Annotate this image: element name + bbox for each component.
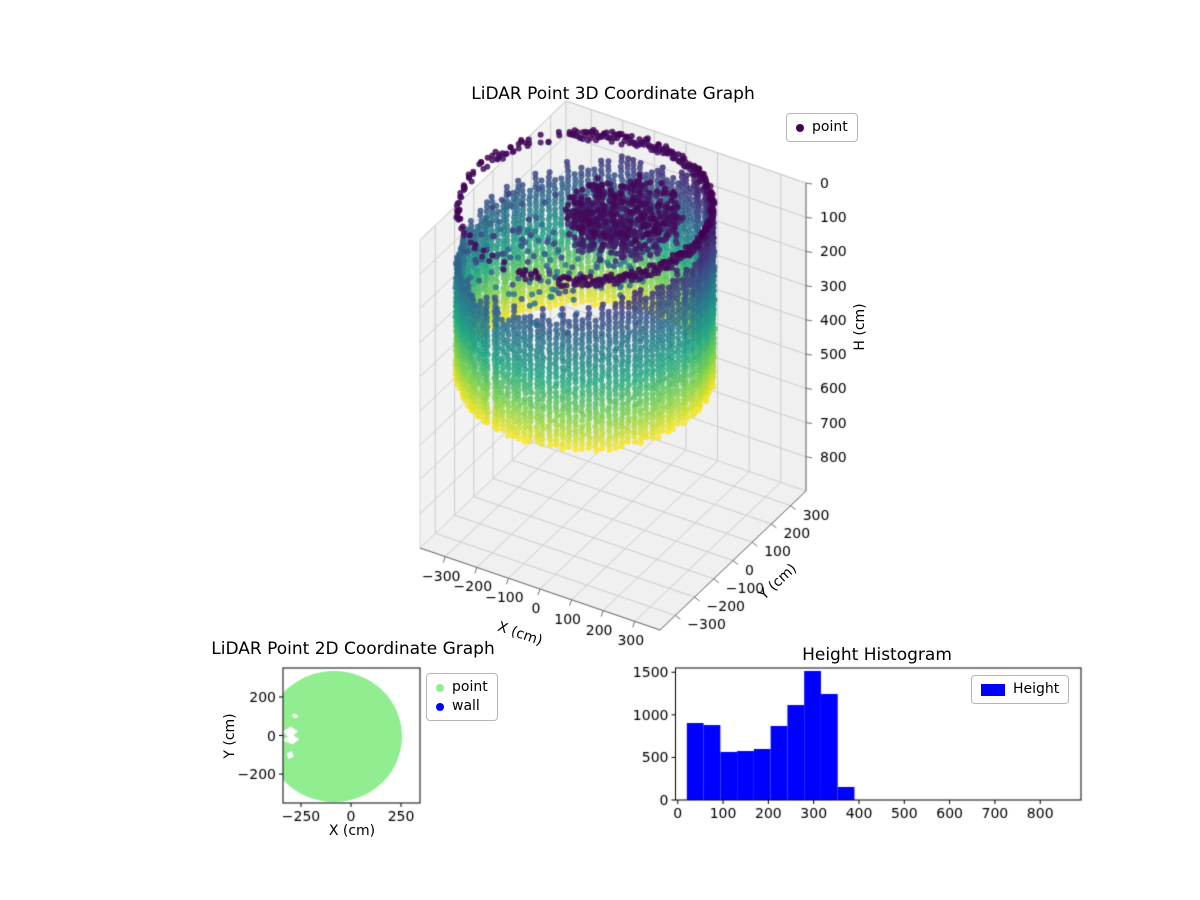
legend-label: point [812, 119, 848, 135]
height-patch-icon [981, 683, 1005, 696]
histogram-title: Height Histogram [802, 645, 952, 665]
legend-item-point: point [796, 118, 848, 137]
point-marker-icon [436, 683, 444, 692]
plot3d-title: LiDAR Point 3D Coordinate Graph [471, 84, 755, 104]
legend-label: Height [1013, 681, 1060, 697]
wall-marker-icon [436, 702, 444, 711]
plot3d-zlabel: H (cm) [852, 303, 868, 351]
plot2d-legend: point wall [426, 673, 498, 721]
legend-item-height: Height [981, 680, 1059, 699]
legend-item-wall: wall [436, 697, 488, 716]
plot3d-legend: point [786, 113, 858, 142]
plot2d-ylabel: Y (cm) [222, 713, 238, 759]
legend-label: wall [452, 698, 480, 714]
histogram-legend: Height [971, 675, 1070, 704]
plot2d-xlabel: X (cm) [328, 823, 376, 839]
legend-label: point [452, 679, 488, 695]
legend-item-point: point [436, 678, 488, 697]
plot2d-title: LiDAR Point 2D Coordinate Graph [211, 639, 495, 659]
point-marker-icon [796, 123, 804, 132]
